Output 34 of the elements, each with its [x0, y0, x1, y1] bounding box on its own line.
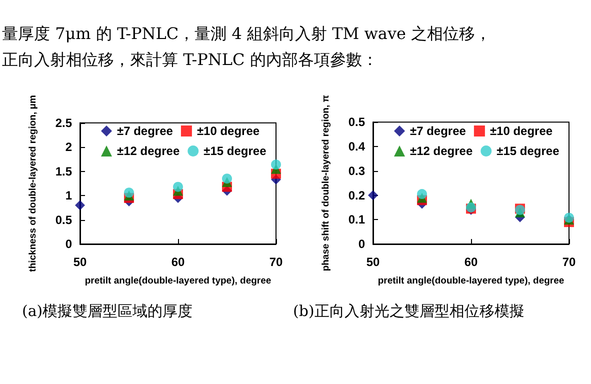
text: (b)正向入射光之雙層型相位移模擬 — [293, 302, 524, 321]
y-tick-label: 0.3 — [348, 164, 366, 178]
y-axis-title: thickness of double-layered region, μm — [28, 94, 38, 272]
y-tick-label: 2 — [65, 140, 72, 154]
y-tick-label: 0.5 — [55, 212, 72, 227]
y-tick-label: 2.5 — [55, 116, 72, 130]
y-tick-label: 0 — [358, 237, 366, 251]
x-tick-label: 70 — [562, 255, 576, 269]
x-tick-label: 50 — [366, 255, 380, 269]
legend-label: ±15 degree — [496, 144, 560, 158]
y-tick-label: 0.4 — [348, 140, 366, 154]
x-tick-label: 60 — [464, 255, 478, 269]
text: 正向入射相位移，來計算 T-PNLC 的內部各項參數： — [2, 50, 378, 71]
y-tick-label: 1 — [65, 188, 72, 203]
legend-label: ±12 degree — [410, 144, 473, 158]
text: (a)模擬雙層型區域的厚度 — [22, 302, 193, 321]
y-tick-label: 0 — [65, 237, 72, 251]
y-tick-label: 0.2 — [348, 188, 366, 202]
y-tick-label: 0.1 — [348, 212, 366, 227]
legend-label: ±7 degree — [410, 124, 466, 138]
x-axis-title: pretilt angle(double-layered type), degree — [378, 276, 564, 286]
text: 量厚度 7μm 的 T-PNLC，量測 4 組斜向入射 TM wave 之相位移， — [2, 24, 492, 45]
x-axis-title: pretilt angle(double-layered type), degree — [84, 276, 272, 286]
legend-label: ±10 degree — [490, 124, 553, 138]
x-tick-label: 70 — [269, 255, 283, 269]
legend-label: ±12 degree — [117, 144, 180, 158]
legend-label: ±10 degree — [196, 124, 260, 138]
legend-label: ±15 degree — [204, 144, 267, 158]
y-axis-title: phase shift of double-layered region, π — [320, 94, 332, 272]
x-tick-label: 60 — [171, 255, 185, 269]
x-tick-label: 50 — [73, 255, 87, 269]
y-tick-label: 1.5 — [55, 164, 72, 178]
legend-label: ±7 degree — [117, 124, 174, 138]
y-tick-label: 0.5 — [348, 115, 366, 130]
